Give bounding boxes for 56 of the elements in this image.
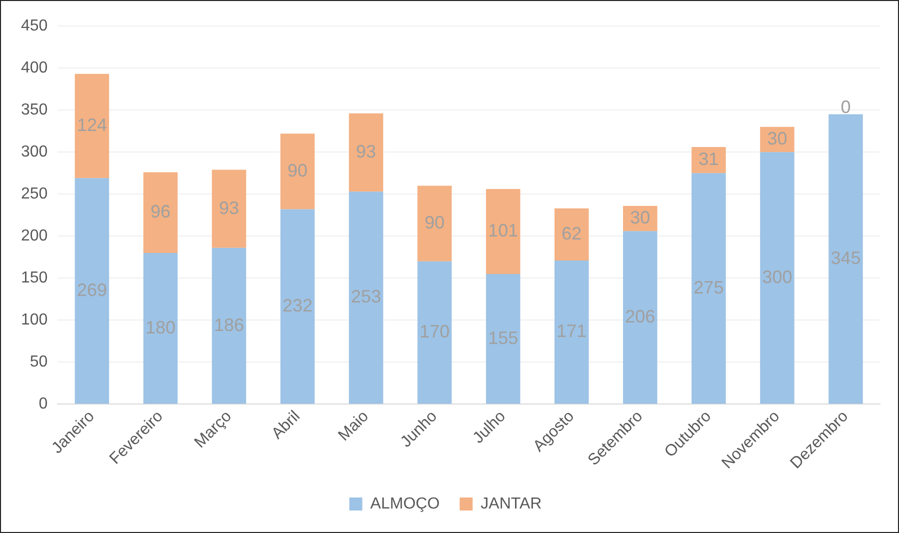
y-tick-label: 300 xyxy=(20,143,48,160)
data-label: 101 xyxy=(488,220,518,240)
data-label: 30 xyxy=(630,207,650,228)
legend-label: ALMOÇO xyxy=(370,495,440,512)
y-tick-label: 250 xyxy=(20,186,48,203)
bar xyxy=(348,113,384,192)
data-label: 31 xyxy=(698,149,719,170)
data-label: 93 xyxy=(218,198,240,218)
bar xyxy=(554,208,589,261)
data-label: 90 xyxy=(424,212,445,232)
y-tick-label: 400 xyxy=(20,59,48,76)
y-tick-label: 0 xyxy=(38,396,48,413)
bar xyxy=(143,252,178,404)
bar xyxy=(74,178,110,404)
data-label: 345 xyxy=(830,248,861,268)
bar xyxy=(74,74,110,178)
data-label: 300 xyxy=(762,266,792,287)
y-tick-label: 150 xyxy=(20,270,48,287)
data-label: 93 xyxy=(356,141,376,162)
data-label: 62 xyxy=(562,223,582,244)
bar xyxy=(417,186,452,262)
data-label: 180 xyxy=(145,317,176,338)
bar xyxy=(760,152,794,404)
data-label: 30 xyxy=(767,128,788,148)
data-label: 206 xyxy=(625,306,656,326)
bar xyxy=(828,114,863,404)
data-label: 124 xyxy=(76,114,107,135)
data-label: 253 xyxy=(351,286,382,307)
data-label: 275 xyxy=(694,277,724,298)
bar xyxy=(212,248,246,404)
data-label: 96 xyxy=(150,202,170,222)
bar xyxy=(212,170,246,248)
data-label: 171 xyxy=(556,321,587,342)
bar xyxy=(692,173,726,404)
legend-label: JANTAR xyxy=(480,495,542,512)
bar xyxy=(280,209,315,404)
bar xyxy=(486,189,520,274)
y-tick-label: 50 xyxy=(30,354,48,371)
data-label: 170 xyxy=(420,322,450,342)
bar xyxy=(143,172,178,253)
y-tick-label: 200 xyxy=(20,228,48,245)
data-label: 155 xyxy=(488,328,518,348)
data-label: 232 xyxy=(282,295,313,316)
data-label: 186 xyxy=(214,314,244,335)
y-tick-label: 350 xyxy=(20,101,48,118)
bar xyxy=(348,192,384,404)
y-tick-label: 100 xyxy=(20,312,48,329)
bar xyxy=(417,261,452,404)
bar xyxy=(280,134,315,210)
bar xyxy=(486,274,520,404)
y-tick-label: 450 xyxy=(20,17,48,34)
bar xyxy=(554,260,589,404)
bar xyxy=(623,231,658,404)
data-label: 0 xyxy=(840,97,851,118)
data-label: 90 xyxy=(288,160,308,180)
data-label: 269 xyxy=(76,280,107,300)
